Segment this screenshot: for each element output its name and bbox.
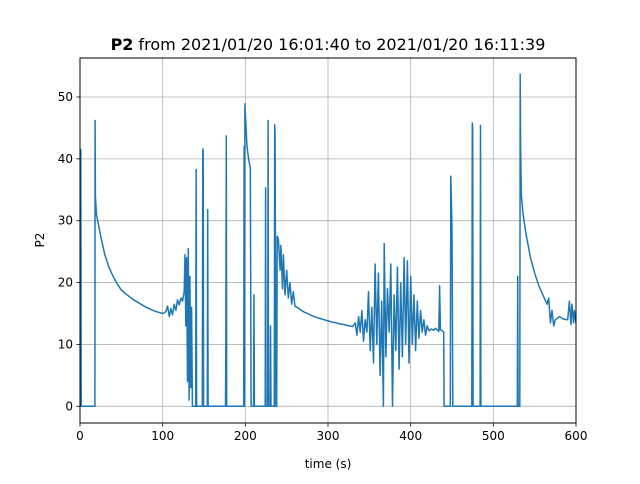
x-tick-label: 0: [76, 429, 84, 443]
chart-title-bold: P2: [111, 35, 134, 54]
series-line-p2: [80, 73, 576, 408]
y-tick-label: 30: [58, 214, 73, 228]
x-axis-ticks: 0 100 200 300 400 500 600: [76, 423, 587, 443]
grid: [79, 58, 577, 423]
y-axis-label: P2: [33, 233, 47, 248]
y-tick-label: 40: [58, 152, 73, 166]
x-tick-label: 100: [151, 429, 174, 443]
y-tick-label: 0: [65, 399, 73, 413]
x-tick-label: 500: [482, 429, 505, 443]
y-axis-ticks: 0 10 20 30 40 50: [58, 90, 80, 413]
chart-title-rest: from 2021/01/20 16:01:40 to 2021/01/20 1…: [133, 35, 545, 54]
y-tick-label: 10: [58, 337, 73, 351]
y-tick-label: 20: [58, 276, 73, 290]
x-axis-label: time (s): [305, 457, 352, 471]
chart-title: P2 from 2021/01/20 16:01:40 to 2021/01/2…: [111, 35, 546, 54]
x-tick-label: 300: [317, 429, 340, 443]
y-tick-label: 50: [58, 90, 73, 104]
x-tick-label: 200: [234, 429, 257, 443]
x-tick-label: 600: [565, 429, 588, 443]
x-tick-label: 400: [399, 429, 422, 443]
